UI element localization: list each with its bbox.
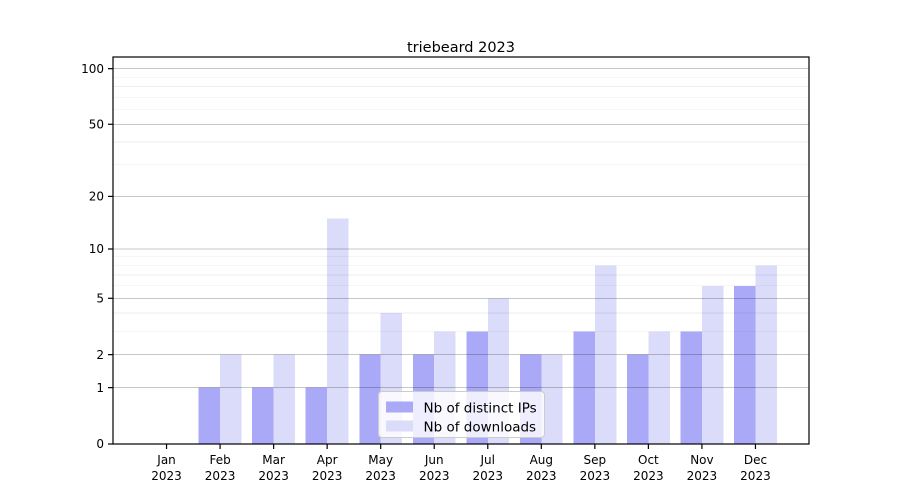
x-tick-label-month-nov: Nov — [690, 453, 713, 467]
bar-nb-of-downloads-mar-2023 — [273, 354, 296, 444]
x-tick-label-month-mar: Mar — [262, 453, 285, 467]
x-tick-label-year-feb-2023: 2023 — [205, 469, 236, 483]
y-tick-label-1: 1 — [96, 381, 104, 395]
legend-box — [378, 391, 545, 438]
x-tick-label-year-apr-2023: 2023 — [312, 469, 343, 483]
bar-nb-of-distinct-ips-nov-2023 — [680, 331, 702, 444]
legend-swatch-downloads — [386, 420, 413, 432]
y-tick-label-2: 2 — [96, 348, 104, 362]
x-tick-label-year-mar-2023: 2023 — [258, 469, 289, 483]
bar-nb-of-downloads-dec-2023 — [755, 265, 777, 444]
y-axis-labels: 0 1 2 5 10 20 50 100 — [81, 62, 104, 451]
x-tick-label-month-aug: Aug — [530, 453, 553, 467]
bar-nb-of-downloads-feb-2023 — [220, 354, 242, 444]
y-tick-label-20: 20 — [89, 190, 104, 204]
y-tick-label-10: 10 — [89, 242, 104, 256]
bar-nb-of-downloads-oct-2023 — [648, 331, 670, 444]
x-axis-labels: Jan 2023 Feb 2023 Mar 2023 Apr 2023 May 2023 Jun 20… — [151, 453, 770, 483]
x-tick-label-month-oct: Oct — [638, 453, 659, 467]
x-tick-label-month-jun: Jun — [424, 453, 444, 467]
x-tick-label-month-may: May — [368, 453, 393, 467]
x-tick-label-month-dec: Dec — [744, 453, 767, 467]
y-tick-label-5: 5 — [96, 291, 104, 305]
legend: Nb of distinct IPs Nb of downloads — [378, 391, 545, 438]
legend-label-distinct-ips: Nb of distinct IPs — [424, 401, 537, 417]
x-tick-label-year-aug-2023: 2023 — [526, 469, 557, 483]
bar-nb-of-distinct-ips-mar-2023 — [252, 387, 274, 444]
bar-nb-of-downloads-nov-2023 — [701, 285, 724, 444]
gridlines-layer — [113, 68, 809, 389]
y-tick-label-50: 50 — [89, 117, 104, 131]
x-tick-label-year-oct-2023: 2023 — [633, 469, 664, 483]
bar-nb-of-distinct-ips-apr-2023 — [305, 387, 328, 444]
bar-nb-of-distinct-ips-sep-2023 — [573, 331, 595, 444]
x-tick-label-year-nov-2023: 2023 — [687, 469, 718, 483]
x-tick-label-month-apr: Apr — [317, 453, 338, 467]
bar-nb-of-distinct-ips-feb-2023 — [198, 387, 221, 444]
x-tick-label-year-dec-2023: 2023 — [740, 469, 771, 483]
legend-label-downloads: Nb of downloads — [424, 420, 537, 436]
x-tick-label-month-jan: Jan — [156, 453, 176, 467]
x-tick-label-month-sep: Sep — [584, 453, 607, 467]
bar-nb-of-downloads-apr-2023 — [327, 218, 349, 444]
x-tick-label-year-jun-2023: 2023 — [419, 469, 450, 483]
legend-swatch-distinct-ips — [386, 401, 413, 413]
axis-ticks-layer — [108, 68, 757, 449]
plot-frame — [112, 56, 810, 445]
x-tick-label-year-jul-2023: 2023 — [472, 469, 503, 483]
x-tick-label-year-sep-2023: 2023 — [580, 469, 611, 483]
bar-nb-of-distinct-ips-may-2023 — [359, 354, 381, 444]
chart-title: triebeard 2023 — [407, 40, 515, 56]
bar-nb-of-downloads-aug-2023 — [541, 354, 563, 444]
x-tick-label-year-jan-2023: 2023 — [151, 469, 182, 483]
x-tick-label-month-jul: Jul — [480, 453, 495, 467]
y-tick-label-100: 100 — [81, 62, 104, 76]
bar-nb-of-distinct-ips-oct-2023 — [626, 354, 649, 444]
y-tick-label-0: 0 — [96, 437, 104, 451]
bar-nb-of-downloads-sep-2023 — [594, 265, 617, 444]
bar-nb-of-distinct-ips-dec-2023 — [734, 285, 756, 444]
x-tick-label-year-may-2023: 2023 — [365, 469, 396, 483]
x-tick-label-month-feb: Feb — [209, 453, 230, 467]
